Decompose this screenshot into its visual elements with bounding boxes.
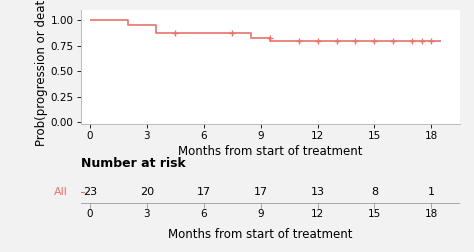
- Text: 3: 3: [144, 209, 150, 219]
- Text: 13: 13: [310, 187, 325, 198]
- Text: 0: 0: [87, 209, 93, 219]
- Text: Months from start of treatment: Months from start of treatment: [168, 228, 353, 241]
- Text: 20: 20: [140, 187, 154, 198]
- Text: 17: 17: [254, 187, 268, 198]
- X-axis label: Months from start of treatment: Months from start of treatment: [178, 145, 363, 158]
- Text: All: All: [54, 187, 67, 198]
- Text: 18: 18: [425, 209, 438, 219]
- Text: 17: 17: [197, 187, 211, 198]
- Text: 8: 8: [371, 187, 378, 198]
- Text: Number at risk: Number at risk: [81, 158, 185, 170]
- Text: 1: 1: [428, 187, 435, 198]
- Text: 15: 15: [368, 209, 381, 219]
- Text: 9: 9: [257, 209, 264, 219]
- Text: 6: 6: [201, 209, 207, 219]
- Text: 12: 12: [311, 209, 324, 219]
- Y-axis label: Prob(progression or death): Prob(progression or death): [35, 0, 48, 146]
- Text: 23: 23: [83, 187, 97, 198]
